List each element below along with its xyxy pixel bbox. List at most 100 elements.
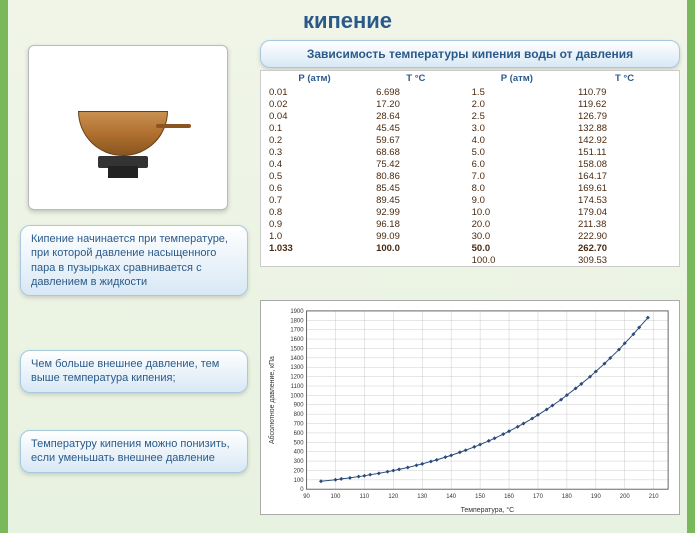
table-row: 0.016.6981.5110.79 [261,86,680,98]
table-cell: 0.8 [261,206,369,218]
table-cell: 0.02 [261,98,369,110]
svg-text:400: 400 [294,450,305,456]
table-cell: 1.5 [464,86,570,98]
svg-text:Абсолютное давление, кПа: Абсолютное давление, кПа [268,356,276,444]
table-cell: 9.0 [464,194,570,206]
table-cell: 0.5 [261,170,369,182]
table-cell: 174.53 [570,194,679,206]
table-cell: 10.0 [464,206,570,218]
table-row: 0.0428.642.5126.79 [261,110,680,122]
boiling-pot-image [28,45,228,210]
table-row: 1.099.0930.0222.90 [261,230,680,242]
table-row: 0.685.458.0169.61 [261,182,680,194]
table-cell: 100.0 [464,254,570,267]
table-cell: 262.70 [570,242,679,254]
table-cell: 50.0 [464,242,570,254]
table-row: 1.033100.050.0262.70 [261,242,680,254]
table-col-header: Р (атм) [464,71,570,87]
table-col-header: Р (атм) [261,71,369,87]
svg-text:500: 500 [294,440,305,446]
table-cell: 211.38 [570,218,679,230]
pressure-temperature-chart: 9010011012013014015016017018019020021001… [260,300,680,515]
svg-text:210: 210 [649,494,660,500]
table-cell: 110.79 [570,86,679,98]
table-cell: 0.6 [261,182,369,194]
table-cell: 20.0 [464,218,570,230]
table-cell: 0.7 [261,194,369,206]
table-cell: 96.18 [368,218,464,230]
table-cell: 0.1 [261,122,369,134]
table-cell: 100.0 [368,242,464,254]
table-row: 0.368.685.0151.11 [261,146,680,158]
page-title: кипение [8,0,687,38]
svg-text:150: 150 [475,494,486,500]
table-cell: 169.61 [570,182,679,194]
svg-text:1700: 1700 [290,328,304,334]
svg-text:1900: 1900 [290,309,304,315]
table-cell: 0.3 [261,146,369,158]
table-cell: 5.0 [464,146,570,158]
svg-text:100: 100 [331,494,342,500]
table-cell: 158.08 [570,158,679,170]
svg-text:160: 160 [504,494,515,500]
svg-text:130: 130 [417,494,428,500]
table-row: 0.789.459.0174.53 [261,194,680,206]
svg-text:180: 180 [562,494,573,500]
table-cell: 142.92 [570,134,679,146]
table-cell: 3.0 [464,122,570,134]
table-cell: 0.4 [261,158,369,170]
table-cell: 45.45 [368,122,464,134]
svg-text:90: 90 [303,494,310,500]
svg-text:900: 900 [294,403,305,409]
table-cell: 99.09 [368,230,464,242]
svg-text:800: 800 [294,412,305,418]
table-cell: 85.45 [368,182,464,194]
svg-text:1500: 1500 [290,346,304,352]
svg-text:700: 700 [294,422,305,428]
table-row: 0.475.426.0158.08 [261,158,680,170]
info-card-3: Температуру кипения можно понизить, если… [20,430,248,473]
table-cell: 75.42 [368,158,464,170]
table-cell: 89.45 [368,194,464,206]
svg-text:1300: 1300 [290,365,304,371]
table-cell: 59.67 [368,134,464,146]
svg-text:1200: 1200 [290,375,304,381]
svg-text:200: 200 [620,494,631,500]
table-row: 0.892.9910.0179.04 [261,206,680,218]
table-cell: 6.0 [464,158,570,170]
table-cell: 1.033 [261,242,369,254]
table-cell: 30.0 [464,230,570,242]
table-cell: 17.20 [368,98,464,110]
boiling-point-table: Р (атм)Т °СР (атм)Т °С 0.016.6981.5110.7… [260,70,680,267]
table-row: 100.0309.53 [261,254,680,267]
table-cell: 68.68 [368,146,464,158]
table-cell: 222.90 [570,230,679,242]
table-cell: 126.79 [570,110,679,122]
table-cell: 119.62 [570,98,679,110]
svg-text:120: 120 [388,494,399,500]
table-row: 0.145.453.0132.88 [261,122,680,134]
table-cell: 132.88 [570,122,679,134]
info-card-1: Кипение начинается при температуре, при … [20,225,248,296]
table-cell: 151.11 [570,146,679,158]
svg-text:600: 600 [294,431,305,437]
table-cell: 164.17 [570,170,679,182]
table-cell [368,254,464,267]
table-cell [261,254,369,267]
table-cell: 80.86 [368,170,464,182]
svg-text:190: 190 [591,494,602,500]
table-cell: 0.04 [261,110,369,122]
svg-text:200: 200 [294,468,305,474]
svg-text:1800: 1800 [290,318,304,324]
table-col-header: Т °С [368,71,464,87]
table-row: 0.996.1820.0211.38 [261,218,680,230]
table-cell: 0.01 [261,86,369,98]
svg-text:1100: 1100 [291,384,304,390]
svg-text:170: 170 [533,494,544,500]
table-title: Зависимость температуры кипения воды от … [260,40,680,68]
table-cell: 0.2 [261,134,369,146]
table-cell: 309.53 [570,254,679,267]
table-cell: 0.9 [261,218,369,230]
table-cell: 8.0 [464,182,570,194]
svg-text:300: 300 [294,459,305,465]
